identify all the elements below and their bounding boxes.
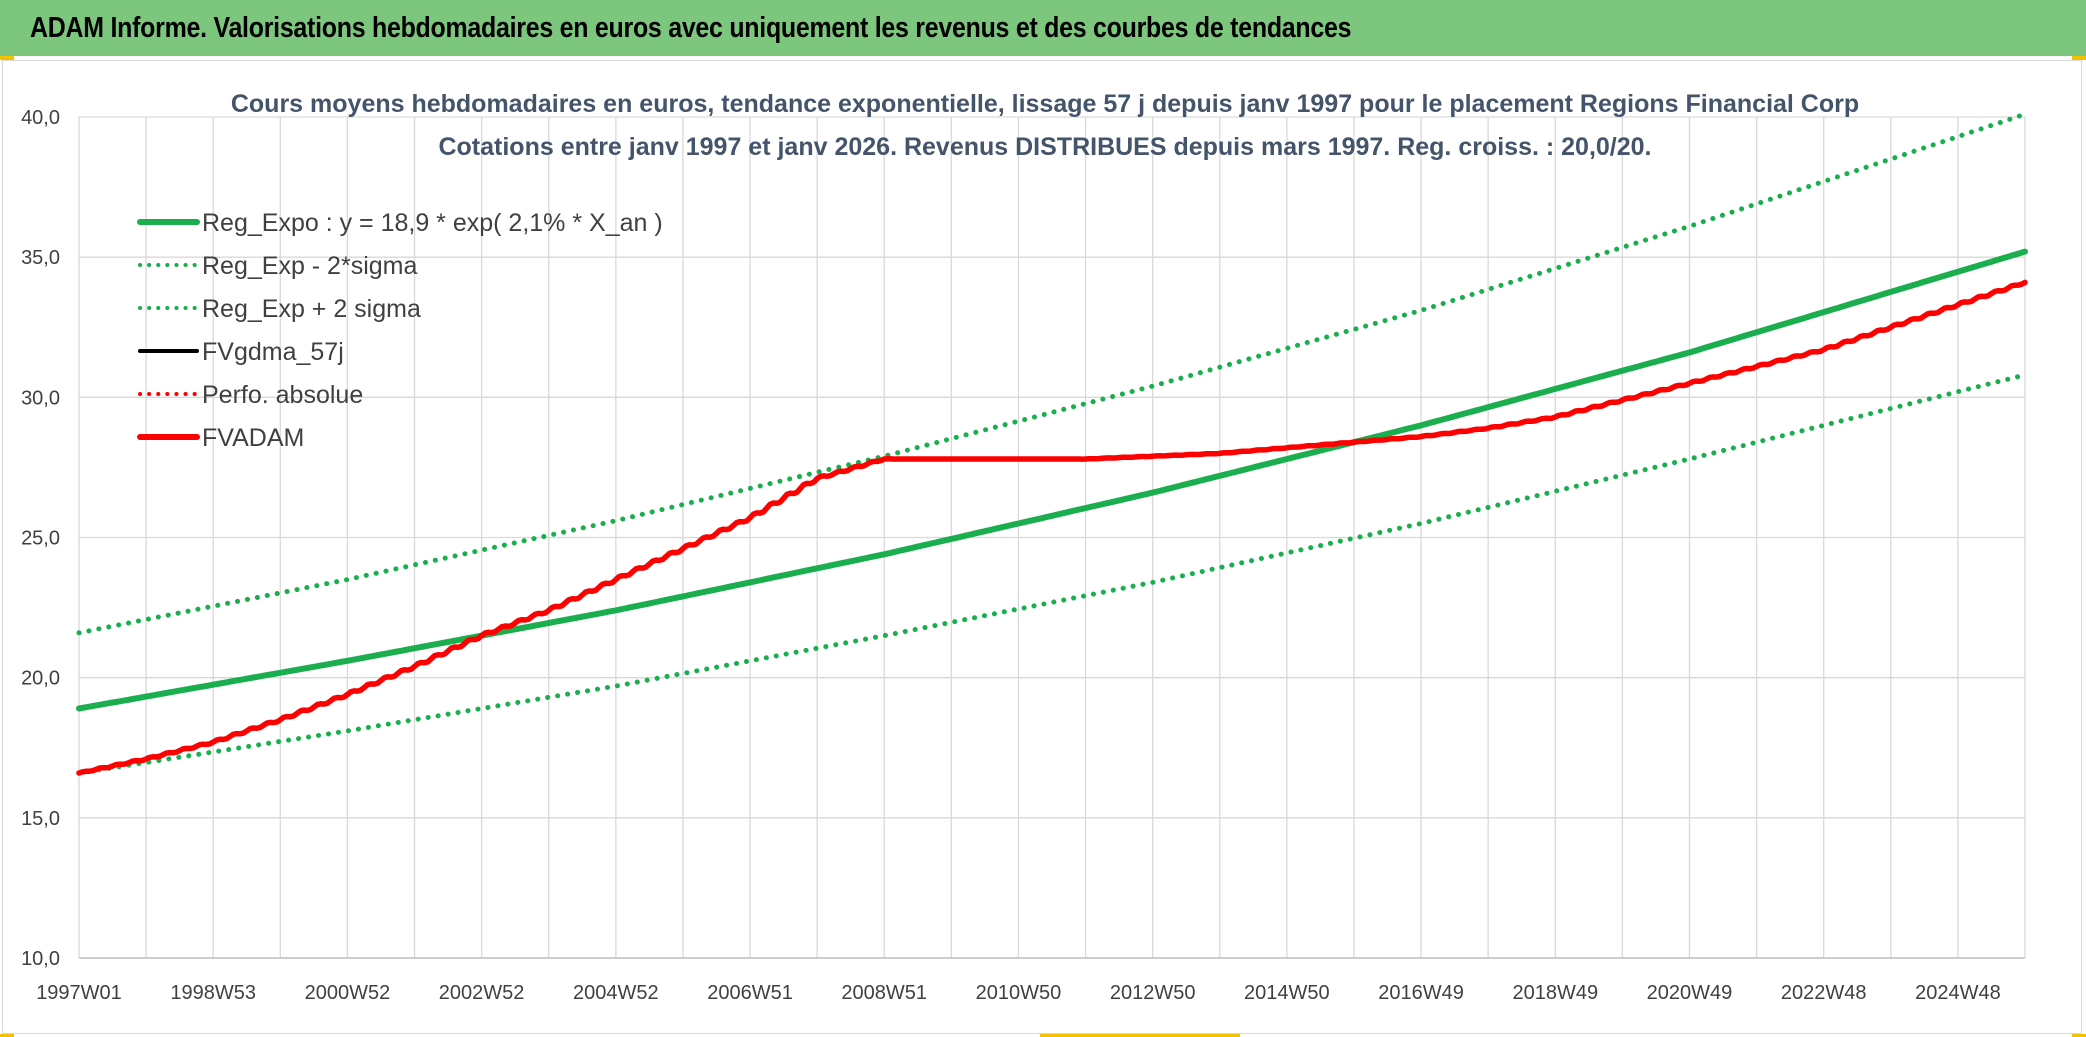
corner-accent-top-right [2072,56,2086,60]
x-tick-label: 2014W50 [1244,982,1330,1004]
series-line-1 [76,372,2028,776]
chart-subtitle: Cotations entre janv 1997 et janv 2026. … [438,133,1651,161]
legend-label-1: Reg_Exp - 2*sigma [202,252,417,280]
x-tick-label: 2006W51 [707,982,793,1004]
x-tick-label: 2024W48 [1915,982,2001,1004]
x-tick-label: 2010W50 [976,982,1062,1004]
legend-label-0: Reg_Expo : y = 18,9 * exp( 2,1% * X_an ) [202,209,663,237]
corner-accent-bottom-right [2072,1034,2086,1037]
corner-accent-top-left [0,56,14,60]
x-tick-label: 2012W50 [1110,982,1196,1004]
series-line-5 [76,279,2028,776]
x-tick-label: 2020W49 [1647,982,1733,1004]
corner-accent-bottom-left [0,1034,14,1037]
y-tick-label: 20,0 [21,668,60,690]
chart-title: Cours moyens hebdomadaires en euros, ten… [231,90,1859,118]
report-title: ADAM Informe. Valorisations hebdomadaire… [30,11,1352,44]
legend: Reg_Expo : y = 18,9 * exp( 2,1% * X_an )… [137,209,663,452]
x-tick-label: 1997W01 [36,982,122,1004]
legend-label-3: FVgdma_57j [202,338,344,366]
legend-label-5: FVADAM [202,424,304,452]
chart-frame [2,60,2082,1034]
grid-layer [78,116,2026,959]
axis-layer: 10,0 15,0 20,0 25,0 30,0 35,0 40,0 1997W01 1998W… [21,107,2025,1004]
series-layer [76,111,2028,776]
y-tick-label: 25,0 [21,528,60,550]
x-tick-label: 2004W52 [573,982,659,1004]
x-tick-label: 2000W52 [305,982,391,1004]
x-tick-label: 1998W53 [170,982,256,1004]
y-tick-label: 10,0 [21,948,60,970]
x-tick-label: 2016W49 [1378,982,1464,1004]
corner-accent-bottom-middle [1040,1034,1240,1037]
x-tick-label: 2002W52 [439,982,525,1004]
legend-label-2: Reg_Exp + 2 sigma [202,295,421,323]
y-tick-label: 40,0 [21,107,60,129]
x-tick-label: 2022W48 [1781,982,1867,1004]
y-tick-label: 35,0 [21,247,60,269]
y-tick-label: 30,0 [21,387,60,409]
x-tick-label: 2018W49 [1512,982,1598,1004]
report-header: ADAM Informe. Valorisations hebdomadaire… [0,0,2086,56]
y-tick-label: 15,0 [21,808,60,830]
x-tick-label: 2008W51 [841,982,927,1004]
legend-label-4: Perfo. absolue [202,381,363,409]
series-line-2 [76,111,2028,636]
series-line-0 [76,248,2028,712]
